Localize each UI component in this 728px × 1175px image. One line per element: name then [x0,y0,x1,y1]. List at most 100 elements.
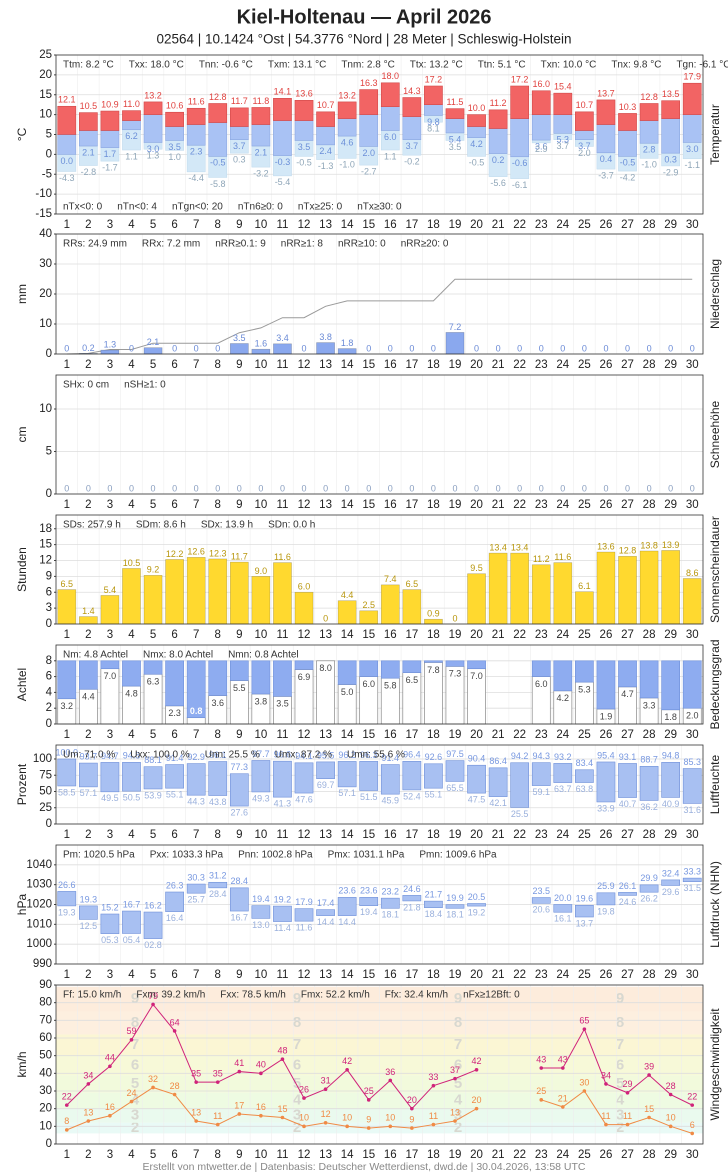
bar-label: 0 [603,483,608,493]
bar-label: 4.4 [341,590,354,600]
x-tick-label: 9 [236,829,242,841]
range-bar [424,900,443,908]
stat-text: Tnm: 2.8 °C [341,60,394,71]
x-tick-label: 24 [556,499,569,511]
point [129,1099,134,1104]
x-tick-label: 28 [643,499,656,511]
range-bar [57,891,77,907]
cover-label: 7.3 [449,669,462,679]
x-tick-label: 21 [492,359,505,371]
bar-label: 0 [323,483,328,493]
ground-min-label: -1.1 [684,160,700,170]
x-tick-label: 27 [621,629,634,641]
cover-label: 6.0 [362,679,375,689]
x-tick-label: 12 [298,359,311,371]
x-tick-label: 28 [643,629,656,641]
min-bar [208,122,228,157]
min-bar [488,128,508,154]
x-tick-label: 21 [492,1149,505,1161]
page-subtitle: 02564 | 10.1424 °Ost | 54.3776 °Nord | 2… [156,32,571,47]
point-label: 10 [299,1113,309,1123]
bar-label: 11.6 [274,552,291,562]
min-label: 3.0 [147,144,160,154]
max-bar [424,85,443,105]
bar-label: 11.2 [533,554,550,564]
bar [531,564,551,625]
stat-text: Ttm: 8.2 °C [63,60,114,71]
x-tick-label: 8 [215,629,221,641]
x-tick-label: 24 [556,629,569,641]
bar-label: 0 [280,483,285,493]
point [410,1106,414,1111]
clear-bar [100,660,120,669]
min-label: 47.5 [468,794,486,804]
y-tick-label: 18 [39,523,52,535]
x-tick-label: 1 [64,359,70,371]
clear-bar [251,660,271,695]
clear-bar [294,660,314,670]
y-tick-label: 25 [39,49,52,61]
x-tick-label: 17 [405,359,418,371]
beaufort-label: 9 [131,990,139,1007]
bar-label: 13.6 [597,541,615,551]
ground-min-label: 8.1 [427,124,440,134]
x-tick-label: 15 [362,629,375,641]
range-bar [122,762,141,792]
x-tick-label: 16 [384,359,397,371]
bar-label: 0 [431,343,436,353]
point-label: 39 [644,1061,654,1071]
point [323,1087,328,1092]
clear-bar [618,660,637,688]
min-label: 4.2 [470,139,483,149]
x-tick-label: 8 [215,729,221,741]
x-tick-label: 25 [578,219,591,231]
x-tick-label: 25 [578,1149,591,1161]
x-tick-label: 25 [578,499,591,511]
x-tick-label: 19 [449,499,462,511]
x-tick-label: 1 [64,829,70,841]
stat-text: SDs: 257.9 h [63,520,121,531]
y-tick-label: 0 [46,348,52,360]
y-tick-label: 40 [39,228,52,240]
x-tick-label: 10 [254,729,267,741]
x-tick-label: 5 [150,829,156,841]
x-tick-label: 11 [276,1149,288,1161]
x-tick-label: 13 [319,499,332,511]
point-label: 29 [623,1079,633,1089]
x-tick-label: 10 [254,829,267,841]
min-label: 11.4 [274,923,291,933]
x-tick-label: 28 [643,829,656,841]
point [647,1073,651,1077]
cover-label: 4.7 [621,689,634,699]
max-label: 13.2 [338,90,356,100]
point [366,1126,371,1130]
min-label: 0.2 [492,155,505,165]
point-label: 9 [366,1114,371,1124]
bar [143,575,163,625]
clear-bar [337,660,357,685]
x-tick-label: 22 [513,629,526,641]
x-tick-label: 19 [449,219,462,231]
min-label: 3.7 [233,141,246,151]
max-label: 11.2 [490,98,507,108]
plot-frame [55,514,704,625]
range-bar [661,879,681,886]
max-label: 12.8 [209,92,227,102]
x-tick-label: 28 [643,729,656,741]
stat-text: nSH≥1: 0 [124,380,166,391]
x-tick-label: 9 [236,359,242,371]
max-label: 11.8 [252,96,269,106]
range-bar [78,905,98,920]
y-tick-label: 0 [46,1138,52,1150]
x-tick-label: 21 [492,829,505,841]
x-tick-label: 14 [341,829,354,841]
ground-min-label: 3.5 [449,142,462,152]
range-bar [273,905,292,922]
x-tick-label: 19 [449,729,462,741]
max-label: 94.8 [123,751,141,761]
bar-label: 7.4 [384,574,397,584]
range-bar [100,762,120,793]
x-tick-label: 3 [107,829,113,841]
y-axis-title: °C [15,127,29,141]
max-label: 32.4 [662,868,680,878]
